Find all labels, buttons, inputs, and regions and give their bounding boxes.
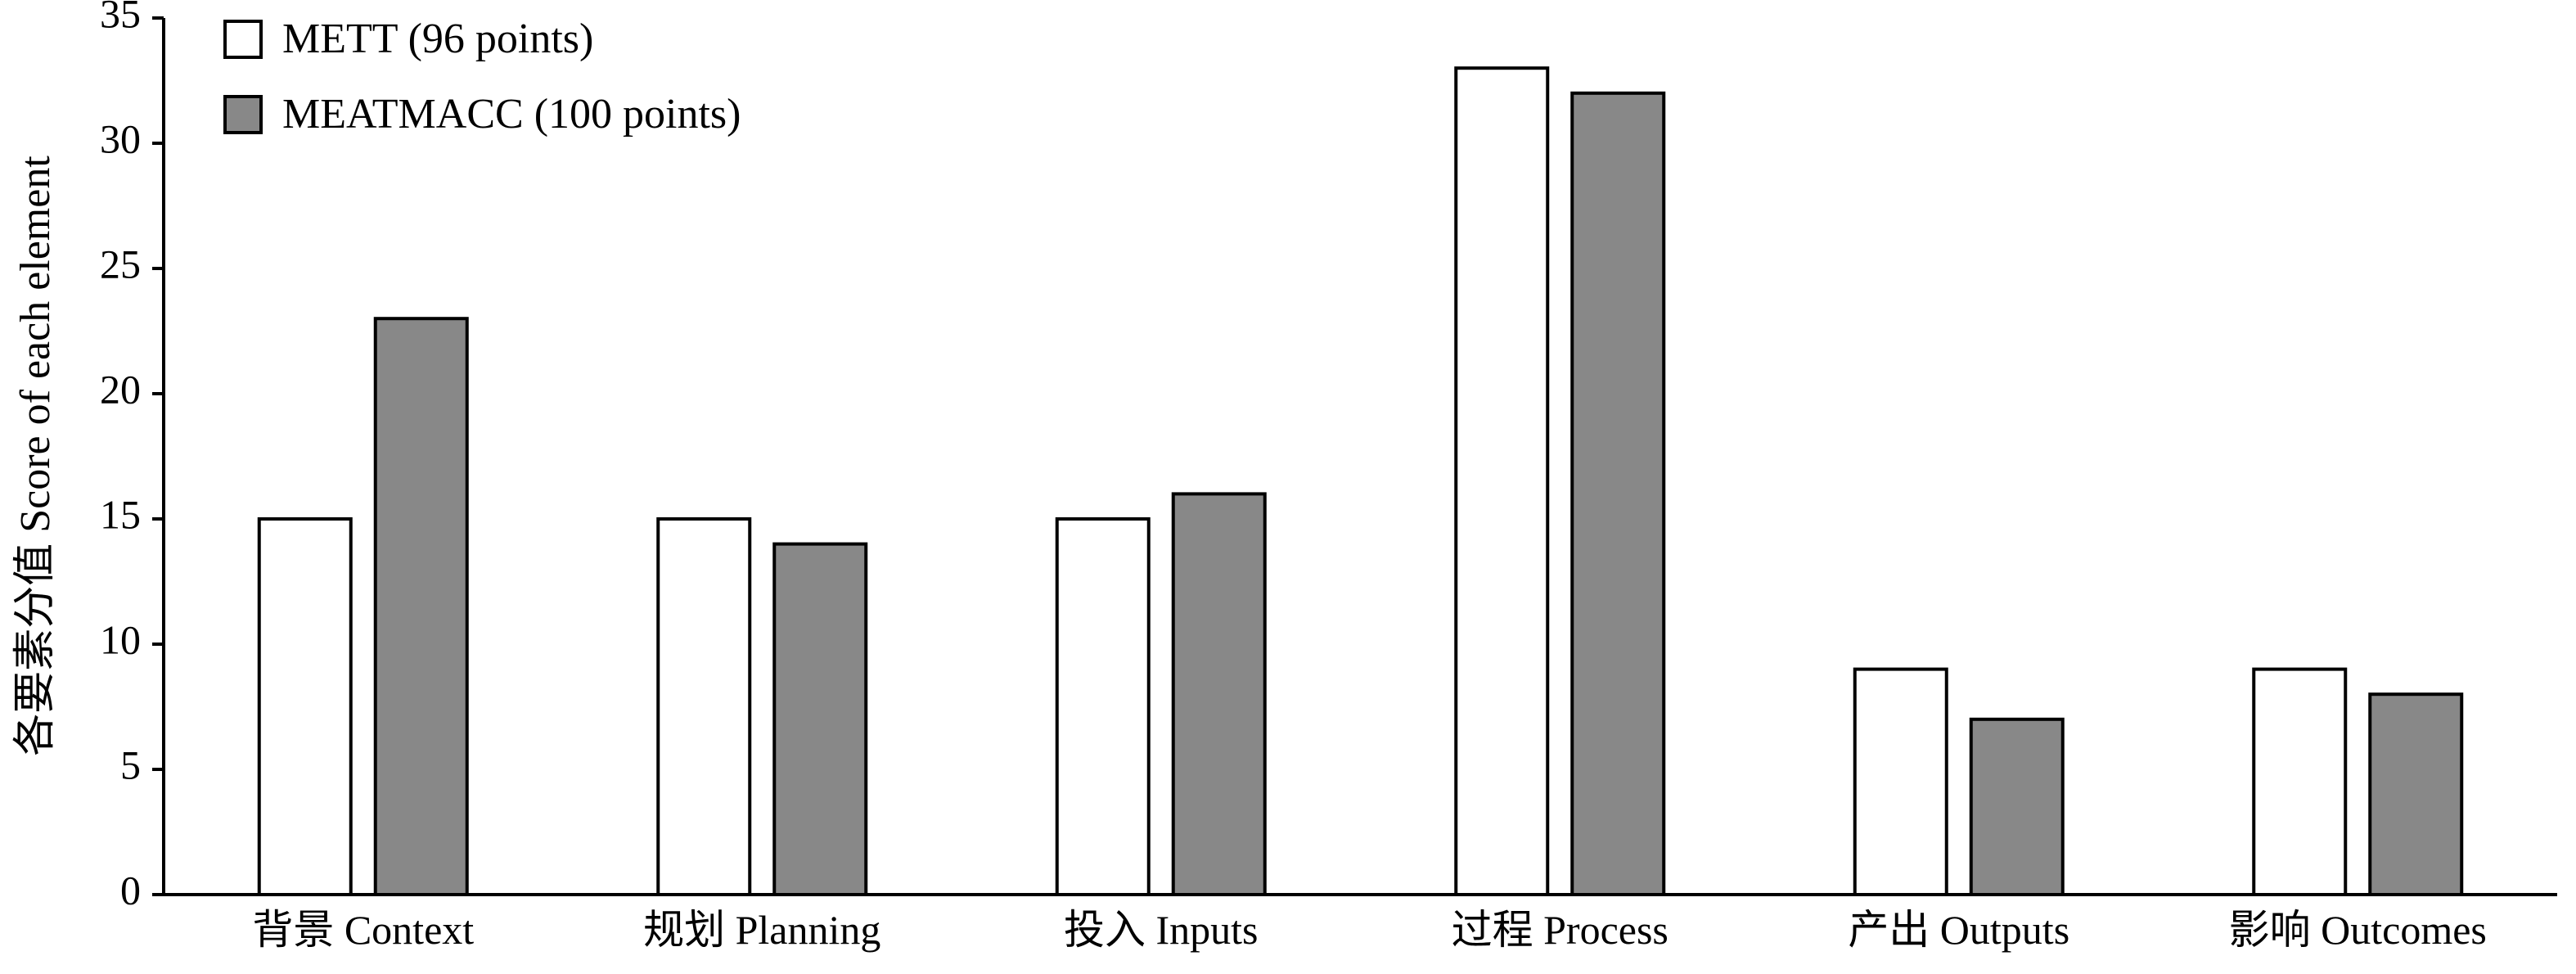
bar-mett-1 bbox=[656, 517, 752, 896]
legend-swatch-mett bbox=[223, 20, 263, 59]
bar-meatmacc-2 bbox=[1171, 492, 1267, 897]
y-tick-label-5: 5 bbox=[120, 742, 141, 787]
bar-mett-5 bbox=[2252, 667, 2348, 896]
bar-meatmacc-4 bbox=[1969, 717, 2065, 896]
x-tick-label-2: 投入 Inputs bbox=[1064, 907, 1259, 953]
y-tick-label-20: 20 bbox=[100, 366, 141, 412]
bar-mett-0 bbox=[257, 517, 353, 896]
legend-swatch-meatmacc bbox=[223, 95, 263, 134]
x-axis-labels: 背景 Context 规划 Planning 投入 Inputs 过程 Process… bbox=[252, 907, 2487, 953]
bar-mett-4 bbox=[1853, 667, 1948, 896]
y-tick-label-30: 30 bbox=[100, 115, 141, 161]
legend-label-meatmacc: MEATMACC (100 points) bbox=[282, 91, 741, 138]
y-tick-label-10: 10 bbox=[100, 616, 141, 662]
bar-mett-2 bbox=[1055, 517, 1151, 896]
y-axis-ticks: 0 5 10 15 20 25 30 35 bbox=[100, 0, 164, 913]
bar-meatmacc-3 bbox=[1570, 91, 1666, 897]
x-tick-label-1: 规划 Planning bbox=[643, 907, 880, 953]
bar-mett-3 bbox=[1454, 66, 1550, 896]
y-tick-label-25: 25 bbox=[100, 241, 141, 286]
x-tick-label-0: 背景 Context bbox=[252, 907, 474, 953]
bar-meatmacc-0 bbox=[373, 317, 469, 896]
plot-area: 0 5 10 15 20 25 30 35 背景 Context 规划 Planning 投入 I… bbox=[100, 0, 2557, 953]
y-tick-label-0: 0 bbox=[120, 867, 141, 913]
x-tick-label-3: 过程 Process bbox=[1452, 907, 1669, 953]
legend-label-mett: METT (96 points) bbox=[282, 16, 593, 62]
x-tick-label-5: 影响 Outcomes bbox=[2229, 907, 2487, 953]
x-tick-label-4: 产出 Outputs bbox=[1848, 907, 2069, 953]
bar-meatmacc-1 bbox=[772, 542, 868, 896]
bars-group bbox=[257, 66, 2464, 897]
y-tick-label-15: 15 bbox=[100, 491, 141, 537]
y-tick-label-35: 35 bbox=[100, 0, 141, 36]
legend: METT (96 points) MEATMACC (100 points) bbox=[223, 16, 741, 138]
bar-meatmacc-5 bbox=[2368, 692, 2464, 897]
y-axis-title: 各要素分值 Score of each element bbox=[12, 156, 59, 756]
